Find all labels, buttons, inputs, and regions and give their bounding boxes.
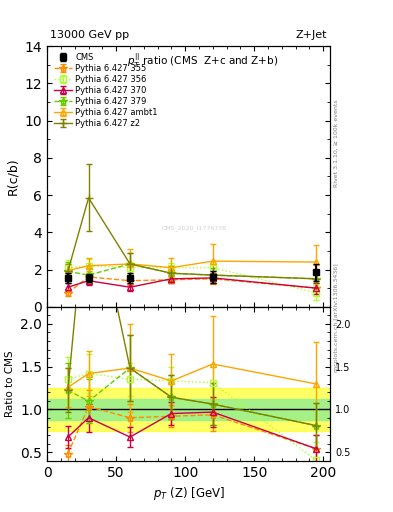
Bar [47, 399, 330, 420]
Bar [47, 388, 330, 431]
Legend: CMS, Pythia 6.427 355, Pythia 6.427 356, Pythia 6.427 370, Pythia 6.427 379, Pyt: CMS, Pythia 6.427 355, Pythia 6.427 356,… [51, 50, 160, 131]
Text: Rivet 3.1.10, ≥ 100k events: Rivet 3.1.10, ≥ 100k events [334, 99, 338, 187]
X-axis label: $p_T$ (Z) [GeV]: $p_T$ (Z) [GeV] [152, 485, 225, 502]
Y-axis label: R(c/b): R(c/b) [6, 158, 19, 195]
Text: $p_T^{||}$ ratio (CMS  Z+c and Z+b): $p_T^{||}$ ratio (CMS Z+c and Z+b) [127, 51, 279, 70]
Text: mcplots.cern.ch [arXiv:1306.3436]: mcplots.cern.ch [arXiv:1306.3436] [334, 263, 338, 372]
Text: CMS_2020_I1776738: CMS_2020_I1776738 [162, 226, 227, 231]
Y-axis label: Ratio to CMS: Ratio to CMS [5, 351, 15, 417]
Text: 13000 GeV pp: 13000 GeV pp [50, 30, 129, 39]
Text: Z+Jet: Z+Jet [296, 30, 327, 39]
